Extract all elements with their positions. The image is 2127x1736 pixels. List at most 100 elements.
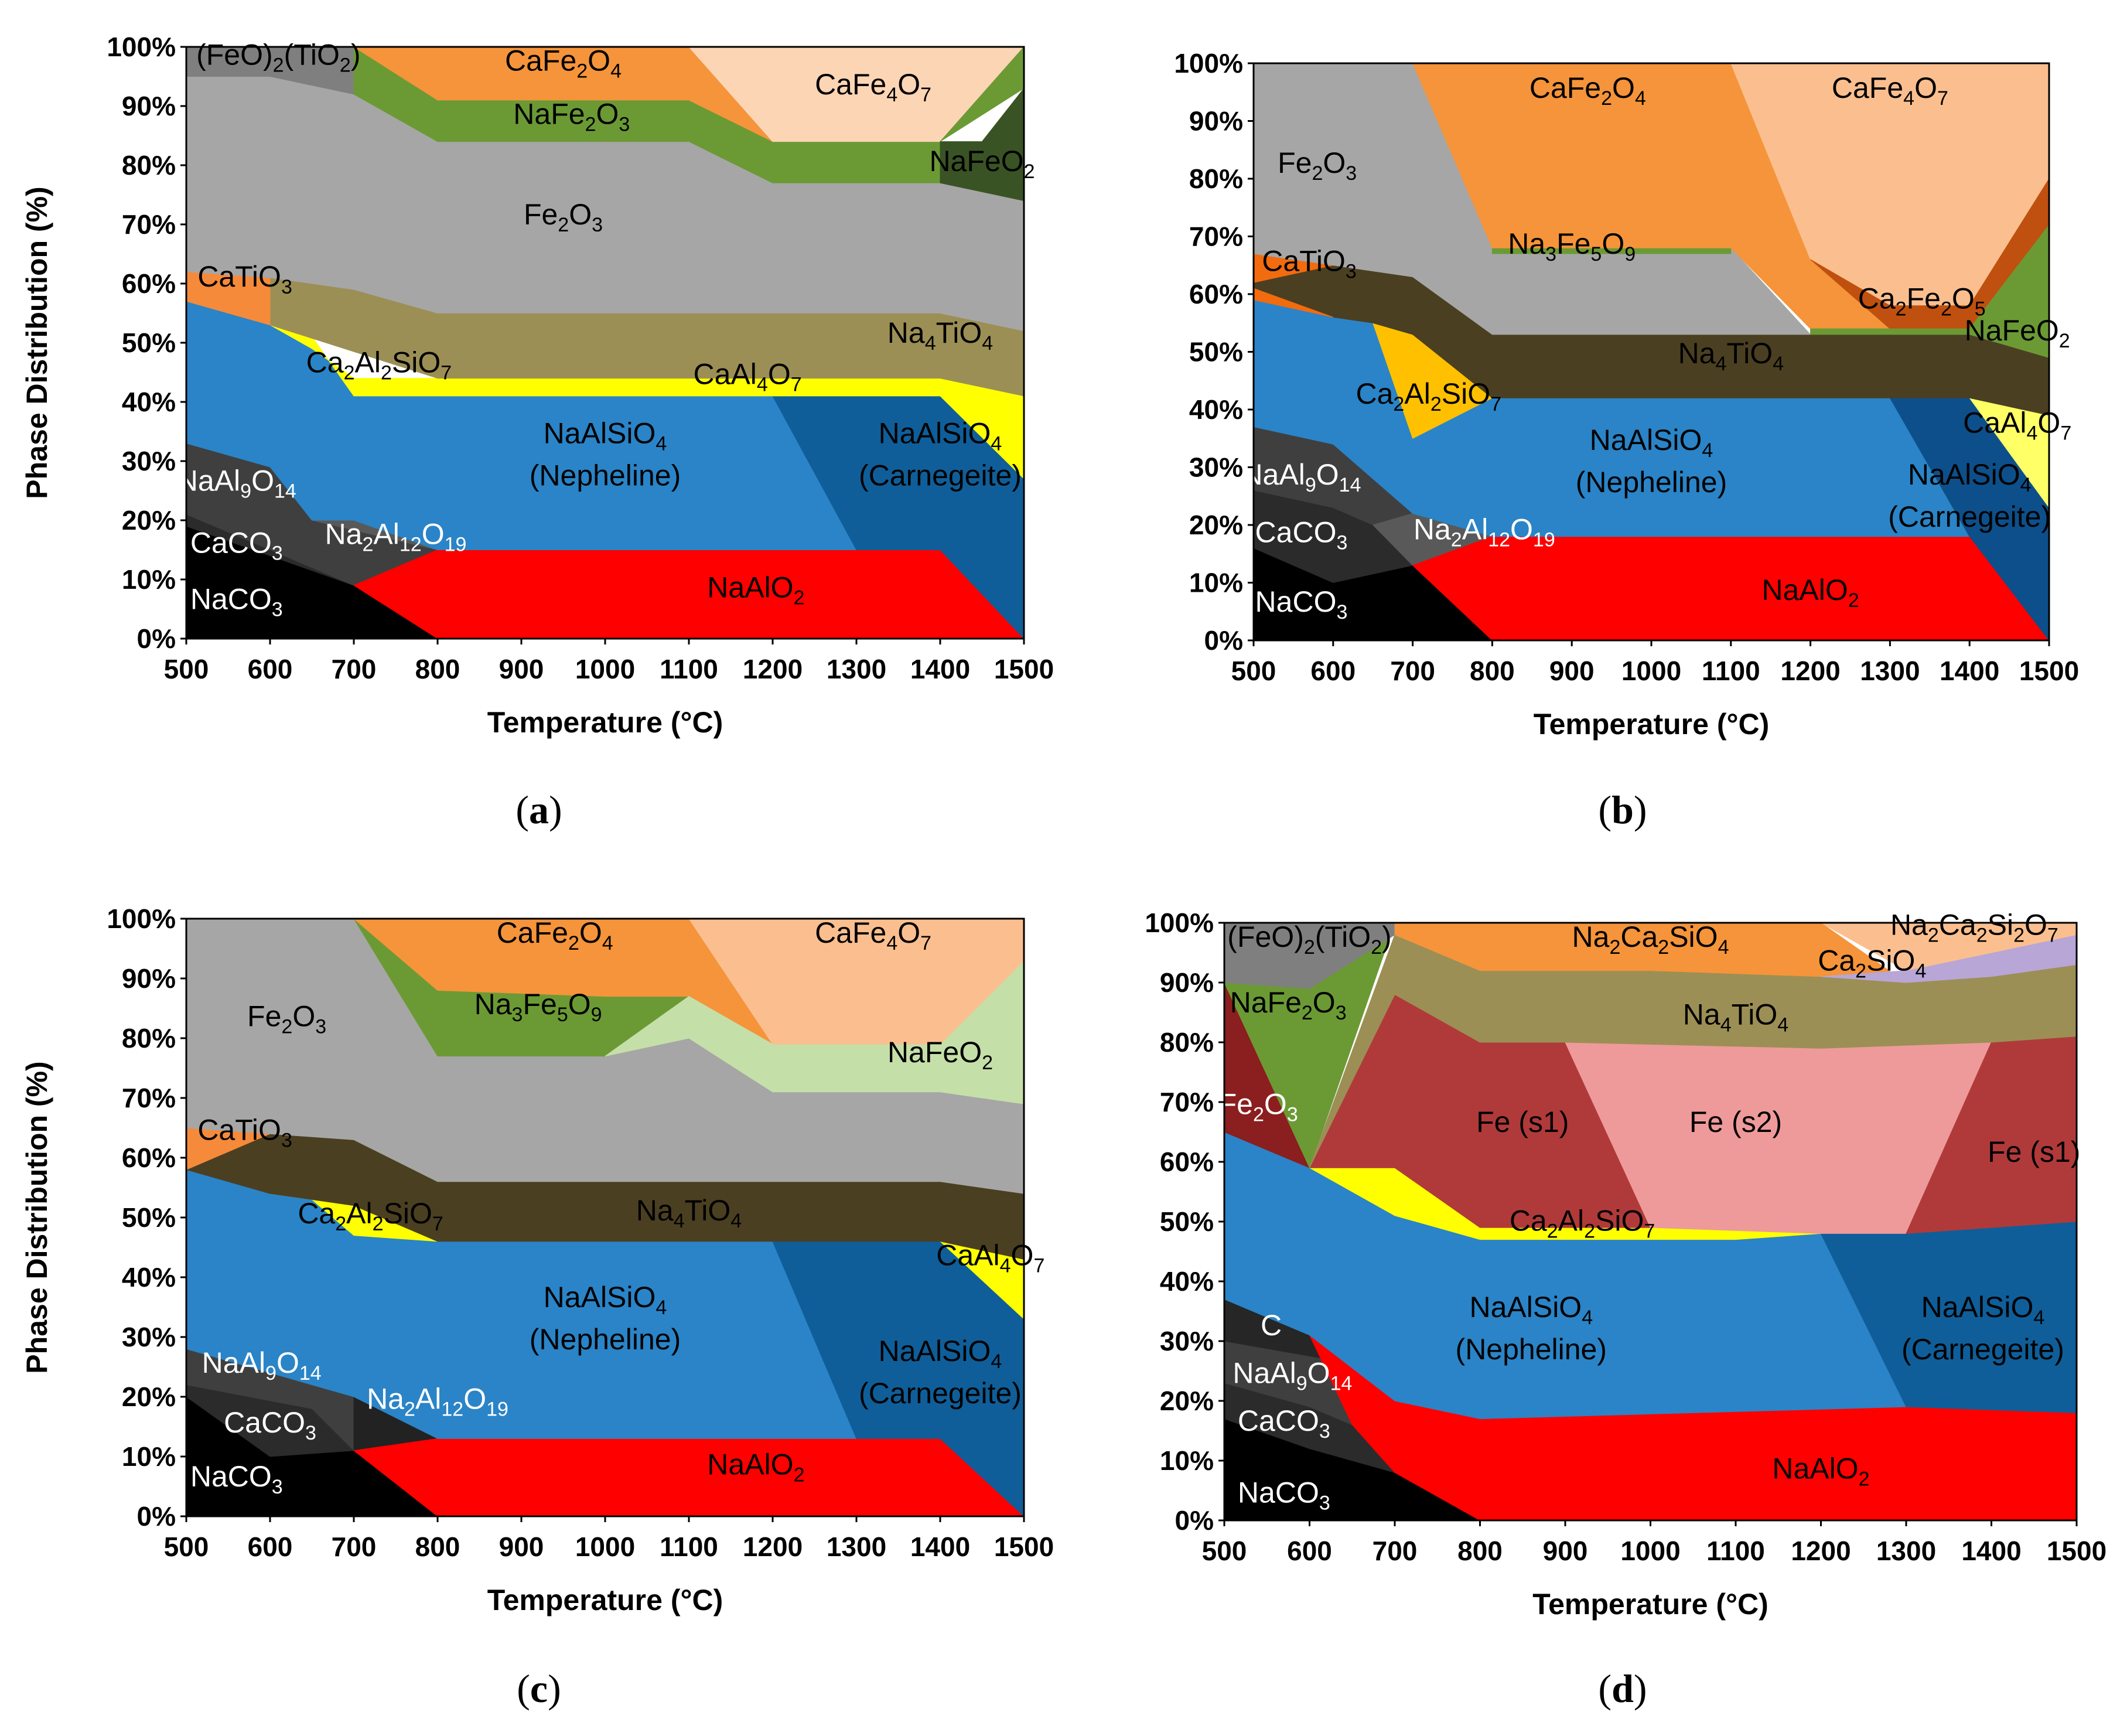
label-part: O	[569, 198, 592, 231]
region-label: NaFeO2	[1965, 314, 2070, 352]
label-part: 9	[1305, 474, 1316, 496]
region-label: CaCO3	[1238, 1404, 1330, 1442]
region-label: Na4TiO4	[1678, 337, 1784, 375]
label-part: NaAlSiO	[544, 1281, 656, 1314]
region-label: Ca2Al2SiO7	[1356, 377, 1502, 415]
label-part: O	[1914, 71, 1937, 104]
region-label: NaAlO2	[707, 1448, 804, 1486]
region-label-line2: (Carnegeite)	[1888, 500, 2051, 533]
label-part: 4	[1635, 87, 1646, 110]
label-part: O	[1323, 146, 1346, 179]
region-label: NaAlO2	[1762, 574, 1859, 612]
label-part: 19	[486, 1398, 508, 1420]
x-tick-label: 1100	[660, 654, 718, 684]
x-tick-label: 600	[248, 1532, 293, 1562]
caption-close: )	[548, 1666, 561, 1711]
label-part: Fe (s1)	[1476, 1106, 1569, 1138]
region-label: Fe2O3	[524, 198, 603, 236]
region-label: Na2Al12O19	[367, 1382, 508, 1420]
label-part: NaFeO	[929, 145, 1023, 178]
label-part: 2	[1609, 936, 1620, 959]
label-part: 3	[1545, 243, 1556, 265]
y-tick-label: 0%	[137, 623, 176, 654]
x-tick-label: 500	[1231, 656, 1276, 686]
region-naalo2	[353, 550, 1025, 639]
region-label: CaCO3	[190, 527, 283, 565]
label-part: Al	[1462, 513, 1488, 546]
label-part: 4	[886, 84, 897, 106]
label-part: CaCO	[224, 1406, 305, 1439]
label-part: O	[1602, 227, 1624, 260]
caption-open: (	[1598, 787, 1612, 832]
label-part: Ca	[1939, 908, 1976, 941]
region-label: NaAlSiO4	[879, 417, 1002, 455]
label-part: CaTiO	[197, 1113, 281, 1146]
label-part: SiO	[1866, 944, 1915, 977]
label-part: 3	[305, 1422, 316, 1444]
y-tick-label: 20%	[122, 1382, 176, 1412]
x-tick-label: 1400	[1961, 1536, 2021, 1566]
x-tick-label: 500	[164, 1532, 209, 1562]
label-part: Na	[887, 316, 925, 349]
label-part: 3	[315, 1016, 326, 1038]
label-part: O	[1510, 513, 1533, 546]
label-part: Fe	[247, 1000, 281, 1033]
label-part: 4	[602, 932, 613, 954]
label-part: 4	[1903, 87, 1914, 110]
x-tick-label: 600	[248, 654, 293, 684]
y-tick-label: 70%	[1189, 221, 1243, 252]
y-tick-label: 0%	[1175, 1505, 1214, 1536]
label-part: 14	[299, 1362, 322, 1384]
label-part: NaFe	[1230, 986, 1302, 1019]
label-part: Fe	[1907, 282, 1941, 315]
label-part: 4	[730, 1210, 742, 1232]
y-tick-label: 90%	[122, 91, 176, 121]
label-part: CaFe	[1832, 71, 1903, 104]
region-label: CaFe2O4	[1529, 71, 1646, 110]
label-part: 3	[272, 599, 283, 621]
label-part: O	[588, 44, 610, 77]
region-naalo2	[1412, 536, 2050, 641]
label-part: 2	[2059, 330, 2070, 352]
region-label: Na3Fe5O9	[474, 988, 602, 1026]
label-part: 2	[404, 1398, 415, 1420]
label-part: 2	[1658, 936, 1669, 959]
label-part: CaCO	[1238, 1404, 1319, 1437]
region-label: CaCO3	[1255, 516, 1348, 554]
label-part: Si	[1988, 908, 2013, 941]
region-label: Fe (s2)	[1689, 1106, 1782, 1138]
label-part: Na	[367, 1382, 404, 1415]
label-part: 2	[1024, 161, 1035, 183]
label-part: O	[768, 358, 791, 391]
label-part: TiO	[685, 1194, 731, 1227]
label-part: 14	[274, 480, 296, 503]
label-part: NaAl	[177, 465, 240, 497]
label-part: 7	[2060, 422, 2071, 444]
label-part: (TiO	[1315, 920, 1371, 953]
label-part: NaAlSiO	[1590, 424, 1702, 456]
panel-d: NaCO3CaCO3NaAl9O14CNaAlO2NaAlSiO4(Nephel…	[1145, 908, 2106, 1711]
label-part: 4	[2026, 422, 2037, 444]
label-part: TiO	[1726, 337, 1773, 370]
label-part: O	[422, 517, 445, 550]
label-part: 3	[281, 276, 292, 298]
label-part: 2	[273, 54, 284, 76]
label-part: 4	[1915, 960, 1926, 983]
label-part: Ca	[1620, 920, 1658, 953]
label-part: 4	[991, 433, 1002, 455]
y-tick-label: 40%	[122, 387, 176, 417]
label-part: 9	[591, 1004, 602, 1026]
region-nafeo2	[940, 87, 1025, 202]
region-label: Ca2Al2SiO7	[1510, 1204, 1655, 1242]
x-tick-label: 1100	[660, 1532, 718, 1562]
label-part: NaAlSiO	[544, 417, 656, 450]
label-part: 7	[791, 374, 802, 396]
label-part: C	[1261, 1309, 1282, 1342]
region-label: NaFe2O3	[1230, 986, 1347, 1024]
region-label: NaFe2O3	[513, 97, 630, 135]
region-label: NaAlSiO4	[1908, 458, 2032, 496]
x-tick-label: 1500	[2019, 656, 2079, 686]
label-part: 2	[1855, 960, 1866, 983]
x-tick-label: 1200	[1791, 1536, 1851, 1566]
label-part: 3	[1336, 601, 1347, 623]
